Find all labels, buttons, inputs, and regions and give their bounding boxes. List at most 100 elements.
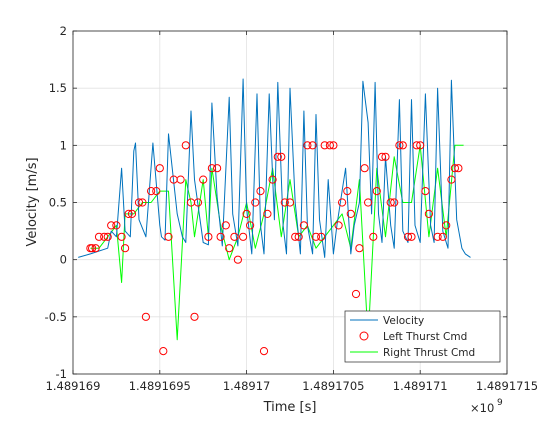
left-thrust-marker	[213, 164, 222, 173]
left-thrust-marker	[351, 289, 361, 299]
left-thrust-marker	[291, 232, 300, 241]
left-thrust-marker	[124, 209, 133, 218]
left-thrust-marker	[424, 209, 433, 218]
legend-swatch-left-thrust	[359, 331, 369, 341]
left-thrust-marker	[246, 221, 255, 230]
left-thrust-marker	[155, 164, 164, 173]
left-thrust-marker	[216, 232, 225, 241]
y-tick-label: 0.5	[49, 196, 67, 210]
x-exponent-base: ×10	[470, 401, 494, 415]
x-tick-label: 1.4891715	[476, 379, 538, 393]
ticks: 1.489169 1.4891695 1.48917 1.4891705 1.48917…	[45, 24, 539, 393]
x-axis-label: Time [s]	[263, 400, 317, 415]
y-tick-label: 0	[60, 253, 67, 267]
left-thrust-marker	[421, 187, 430, 196]
left-thrust-marker	[299, 221, 308, 230]
left-thrust-marker	[412, 141, 421, 150]
left-thrust-marker	[256, 187, 265, 196]
left-thrust-marker	[447, 175, 456, 184]
left-thrust-marker	[204, 232, 213, 241]
left-thrust-marker	[181, 141, 190, 150]
y-tick-label: -1	[56, 367, 67, 381]
series-layer	[78, 78, 471, 356]
left-thrust-marker	[230, 232, 239, 241]
left-thrust-marker	[251, 198, 260, 207]
y-axis-label: Velocity [m/s]	[25, 157, 40, 246]
left-thrust-marker	[225, 244, 234, 253]
left-thrust-marker	[381, 152, 390, 161]
x-tick-label: 1.4891695	[129, 379, 191, 393]
left-thrust-marker	[364, 198, 373, 207]
left-thrust-marker	[346, 209, 355, 218]
left-thrust-marker	[308, 141, 317, 150]
left-thrust-marker	[280, 198, 289, 207]
left-thrust-marker	[277, 152, 286, 161]
left-thrust-marker	[303, 141, 312, 150]
left-thrust-marker	[268, 175, 277, 184]
left-thrust-marker	[329, 141, 338, 150]
left-thrust-marker	[454, 164, 463, 173]
left-thrust-marker	[338, 198, 347, 207]
left-thrust-marker	[273, 152, 282, 161]
left-thrust-marker	[390, 198, 399, 207]
legend: Velocity Left Thurst Cmd Right Thrust Cm…	[344, 310, 501, 363]
left-thrust-marker	[100, 232, 109, 241]
y-tick-label: 2	[60, 24, 67, 38]
left-thrust-marker	[138, 198, 147, 207]
left-thrust-marker	[94, 232, 104, 241]
left-thrust-marker	[263, 209, 272, 218]
y-tick-label: -0.5	[45, 310, 67, 324]
left-thrust-marker	[398, 141, 407, 150]
left-thrust-marker	[259, 347, 269, 356]
left-thrust-marker	[334, 221, 343, 230]
left-thrust-marker	[372, 187, 381, 196]
left-thrust-marker	[193, 198, 203, 207]
left-thrust-marker	[442, 221, 451, 230]
left-thrust-marker	[320, 141, 329, 150]
left-thrust-marker	[325, 141, 334, 150]
left-thrust-marker	[103, 232, 112, 241]
left-thrust-marker	[416, 141, 425, 150]
left-thrust-marker	[386, 198, 395, 207]
left-thrust-marker	[239, 232, 248, 241]
left-thrust-marker	[233, 255, 242, 264]
left-thrust-marker	[450, 164, 459, 173]
left-thrust-marker	[311, 232, 321, 241]
left-thrust-marker	[377, 152, 387, 161]
left-thrust-marker	[294, 232, 303, 241]
left-thrust-marker	[317, 232, 326, 241]
left-thrust-marker	[141, 312, 150, 321]
left-thrust-marker	[403, 232, 413, 241]
left-thrust-marker	[369, 232, 378, 241]
left-thrust-marker	[107, 221, 116, 230]
x-exponent-power: 9	[497, 398, 503, 408]
legend-label-velocity: Velocity	[383, 315, 424, 327]
left-thrust-marker	[112, 221, 121, 230]
left-thrust-marker	[285, 198, 295, 207]
left-thrust-marker	[117, 232, 126, 241]
left-thrust-marker	[164, 232, 173, 241]
x-tick-label: 1.4891705	[302, 379, 364, 393]
legend-label-left-thrust: Left Thurst Cmd	[383, 331, 467, 343]
left-thrust-marker	[242, 209, 251, 218]
left-thrust-marker	[176, 175, 185, 184]
left-thrust-marker	[360, 164, 369, 173]
left-thrust-marker	[199, 175, 208, 184]
x-tick-label: 1.48917	[223, 379, 271, 393]
left-thrust-marker	[91, 244, 100, 253]
left-thrust-marker	[121, 244, 130, 253]
left-thrust-marker	[152, 187, 161, 196]
left-thrust-marker	[221, 221, 230, 230]
left-thrust-marker	[159, 347, 168, 356]
left-thrust-marker	[407, 232, 416, 241]
series-line-velocity	[78, 78, 471, 258]
left-thrust-marker	[88, 244, 97, 253]
left-thrust-marker	[190, 312, 199, 321]
legend-label-right-thrust: Right Thrust Cmd	[383, 347, 475, 359]
left-thrust-marker	[355, 244, 364, 253]
left-thrust-marker	[147, 187, 156, 196]
left-thrust-marker	[343, 187, 352, 196]
left-thrust-marker	[395, 141, 404, 150]
